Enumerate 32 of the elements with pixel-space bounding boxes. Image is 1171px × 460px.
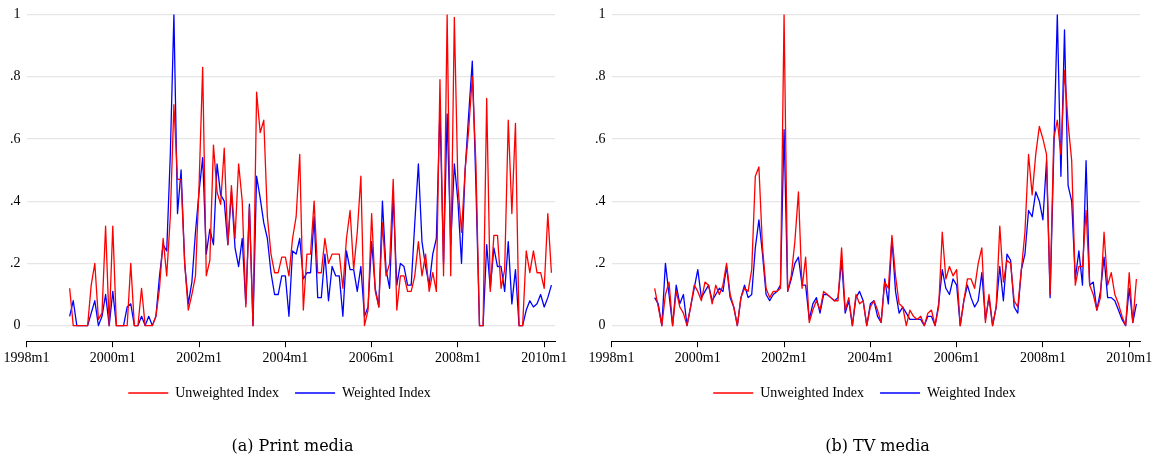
x-tick-label: 2000m1 — [674, 350, 721, 366]
y-tick-label: .2 — [595, 255, 606, 271]
y-tick-label: .8 — [10, 68, 21, 84]
x-tick-label: 2004m1 — [262, 350, 309, 366]
legend-label: Weighted Index — [927, 384, 1016, 400]
y-tick-label: .6 — [595, 130, 606, 146]
x-tick-label: 2010m1 — [1106, 350, 1153, 366]
y-tick-label: 0 — [13, 317, 21, 333]
x-tick-label: 2006m1 — [348, 350, 395, 366]
text: (a) Print media — [230, 436, 355, 455]
x-tick-label: 2002m1 — [176, 350, 223, 366]
x-tick-label: 2002m1 — [761, 350, 808, 366]
x-tick-label: 2008m1 — [434, 350, 481, 366]
y-tick-label: .8 — [595, 68, 606, 84]
y-tick-label: .4 — [595, 192, 606, 208]
y-tick-label: .6 — [10, 130, 21, 146]
y-tick-label: 0 — [598, 317, 606, 333]
x-tick-label: 1998m1 — [3, 350, 50, 366]
y-tick-label: 1 — [598, 6, 606, 22]
legend-label: Unweighted Index — [175, 384, 280, 400]
y-tick-label: .4 — [10, 192, 21, 208]
x-tick-label: 2010m1 — [521, 350, 568, 366]
y-tick-label: 1 — [13, 6, 21, 22]
x-tick-label: 2000m1 — [89, 350, 136, 366]
y-tick-label: .2 — [10, 255, 21, 271]
x-tick-label: 2004m1 — [847, 350, 894, 366]
legend-label: Weighted Index — [342, 384, 431, 400]
x-tick-label: 2006m1 — [933, 350, 980, 366]
legend-label: Unweighted Index — [760, 384, 865, 400]
x-tick-label: 2008m1 — [1019, 350, 1066, 366]
x-tick-label: 1998m1 — [588, 350, 635, 366]
text: (b) TV media — [824, 436, 931, 455]
